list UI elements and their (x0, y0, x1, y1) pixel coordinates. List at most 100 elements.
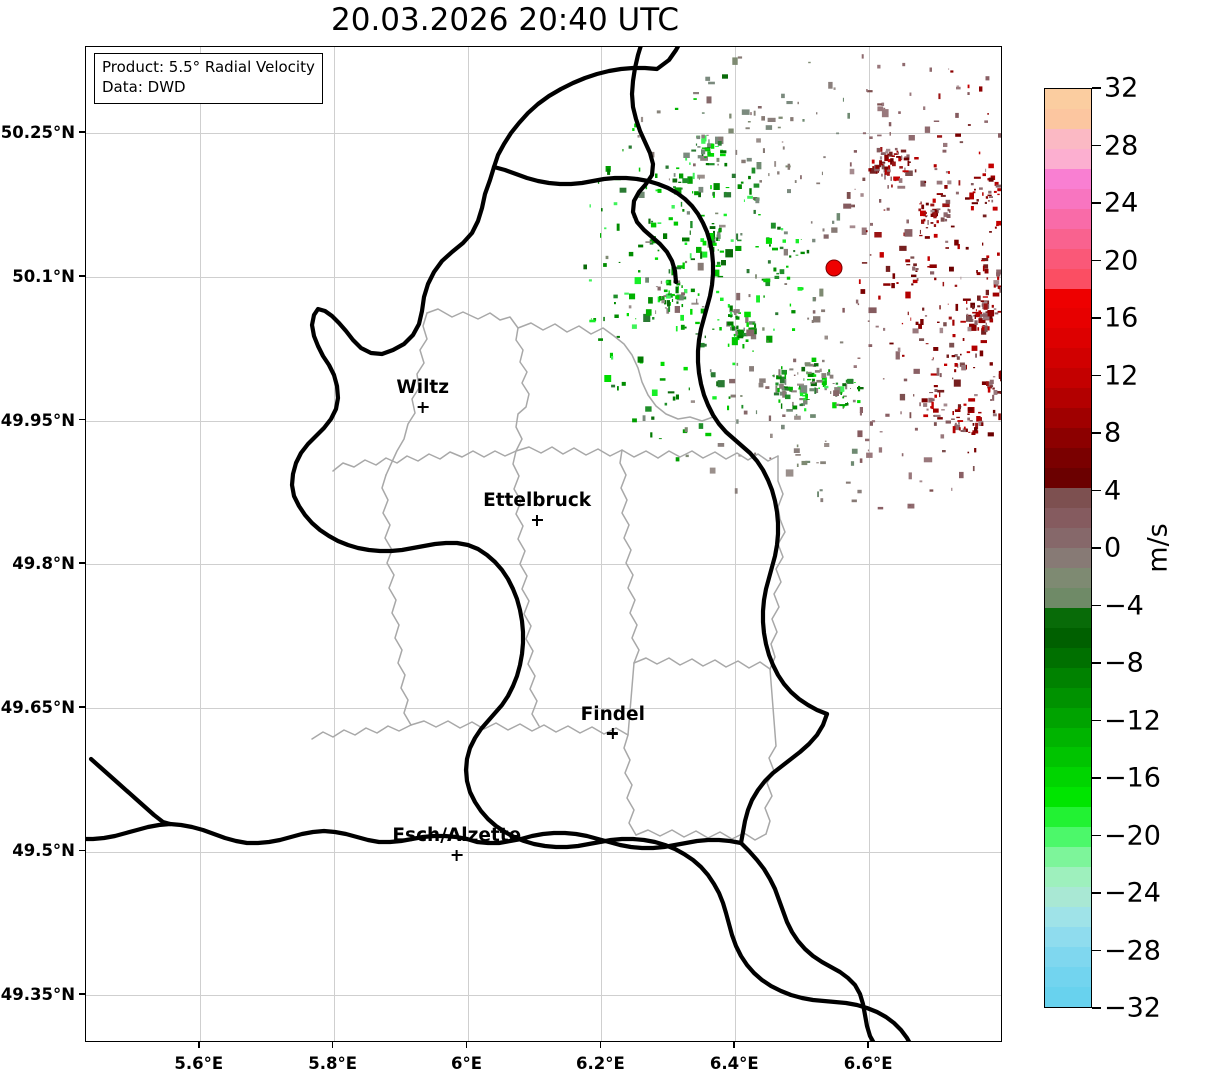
radar-echo-cell (948, 68, 950, 70)
radar-echo-cell (936, 367, 940, 376)
radar-echo-cell (795, 239, 799, 244)
radar-echo-cell (853, 365, 857, 368)
radar-echo-cell (929, 67, 932, 72)
radar-echo-cell (806, 371, 812, 374)
radar-echo-cell (933, 422, 937, 426)
radar-echo-cell (748, 175, 751, 180)
radar-echo-cell (770, 222, 776, 229)
radar-echo-cell (989, 362, 993, 366)
radar-echo-cell (638, 167, 641, 172)
radar-echo-cell (920, 201, 922, 204)
radar-echo-cell (884, 172, 886, 180)
radar-echo-cell (680, 324, 685, 330)
longitude-tickmark-2 (465, 1042, 468, 1048)
radar-echo-cell (974, 188, 976, 191)
radar-echo-cell (818, 387, 820, 389)
radar-echo-cell (969, 420, 973, 422)
radar-echo-cell (744, 311, 751, 318)
radar-echo-cell (858, 385, 861, 392)
radar-echo-cell (849, 162, 852, 167)
radar-echo-cell (819, 489, 823, 492)
radar-echo-cell (948, 209, 951, 213)
radar-echo-cell (992, 387, 995, 390)
radar-echo-cell (753, 110, 756, 116)
colorbar-band-5 (1045, 188, 1091, 209)
radar-echo-cell (613, 202, 618, 206)
page-title: 20.03.2026 20:40 UTC (331, 2, 679, 38)
radar-echo-cell (939, 373, 942, 378)
radar-echo-cell (765, 237, 772, 244)
radar-echo-cell (782, 146, 785, 150)
radar-echo-cell (710, 242, 717, 246)
radar-echo-cell (806, 249, 810, 254)
radar-echo-cell (803, 397, 807, 401)
radar-echo-cell (983, 264, 989, 269)
radar-echo-cell (944, 185, 948, 189)
radar-echo-cell (898, 178, 903, 183)
radar-echo-cell (777, 226, 781, 230)
radar-echo-cell (883, 107, 886, 110)
radar-echo-cell (752, 322, 755, 325)
radar-echo-cell (991, 304, 994, 308)
radar-echo-cell (588, 279, 592, 282)
radar-echo-cell (643, 313, 651, 322)
radar-echo-cell (778, 399, 781, 403)
radar-echo-cell (940, 194, 946, 197)
radar-echo-cell (793, 448, 800, 453)
radar-echo-cell (597, 180, 600, 184)
radar-echo-cell (668, 306, 671, 312)
radar-echo-cell (737, 184, 742, 189)
radar-echo-cell (717, 163, 719, 166)
radar-echo-cell (775, 385, 778, 393)
radar-site-marker[interactable] (825, 259, 843, 277)
radar-echo-cell (671, 298, 674, 302)
radar-echo-cell (977, 327, 980, 331)
radar-echo-cell (983, 303, 988, 310)
latitude-tickmark-4 (79, 706, 85, 708)
radar-echo-cell (671, 205, 675, 209)
radar-echo-cell (746, 329, 755, 337)
radar-echo-cell (967, 413, 970, 415)
radar-echo-cell (786, 265, 789, 268)
radar-echo-cell (988, 163, 994, 169)
radar-echo-cell (993, 280, 1000, 285)
radar-echo-cell (816, 182, 821, 185)
radar-echo-cell (952, 319, 955, 326)
radar-echo-cell (845, 481, 851, 484)
radar-echo-cell (755, 197, 760, 204)
radar-echo-cell (919, 480, 923, 483)
colorbar-band-36 (1045, 807, 1091, 828)
colorbar-band-24 (1045, 567, 1091, 588)
radar-echo-cell (1000, 377, 1001, 382)
radar-echo-cell (923, 414, 929, 418)
radar-echo-cell (910, 256, 915, 259)
radar-echo-cell (913, 263, 917, 267)
radar-echo-cell (947, 208, 949, 212)
latitude-tickmark-3 (79, 562, 85, 564)
radar-echo-cell (717, 319, 720, 321)
radar-echo-cell (735, 316, 740, 320)
radar-echo-cell (635, 318, 637, 320)
radar-echo-cell (725, 187, 730, 189)
radar-echo-cell (735, 330, 738, 336)
colorbar-band-4 (1045, 168, 1091, 189)
radar-echo-cell (918, 323, 922, 329)
radar-echo-cell (975, 309, 977, 312)
radar-echo-cell (925, 227, 929, 229)
radar-echo-cell (673, 221, 679, 226)
radar-echo-cell (963, 426, 966, 430)
radar-echo-cell (907, 503, 915, 509)
radar-echo-cell (857, 489, 862, 494)
radar-echo-cell (858, 279, 861, 284)
radar-echo-cell (605, 255, 609, 260)
radar-echo-cell (835, 382, 839, 385)
radar-echo-cell (889, 132, 891, 136)
radar-echo-cell (912, 279, 918, 284)
gridline-horizontal-2 (86, 420, 1001, 422)
radar-echo-cell (921, 204, 925, 210)
radar-echo-cell (925, 215, 927, 218)
radar-echo-cell (934, 394, 937, 398)
radar-echo-cell (711, 223, 715, 225)
longitude-tickmark-1 (331, 1042, 334, 1048)
radar-echo-cell (974, 427, 978, 432)
